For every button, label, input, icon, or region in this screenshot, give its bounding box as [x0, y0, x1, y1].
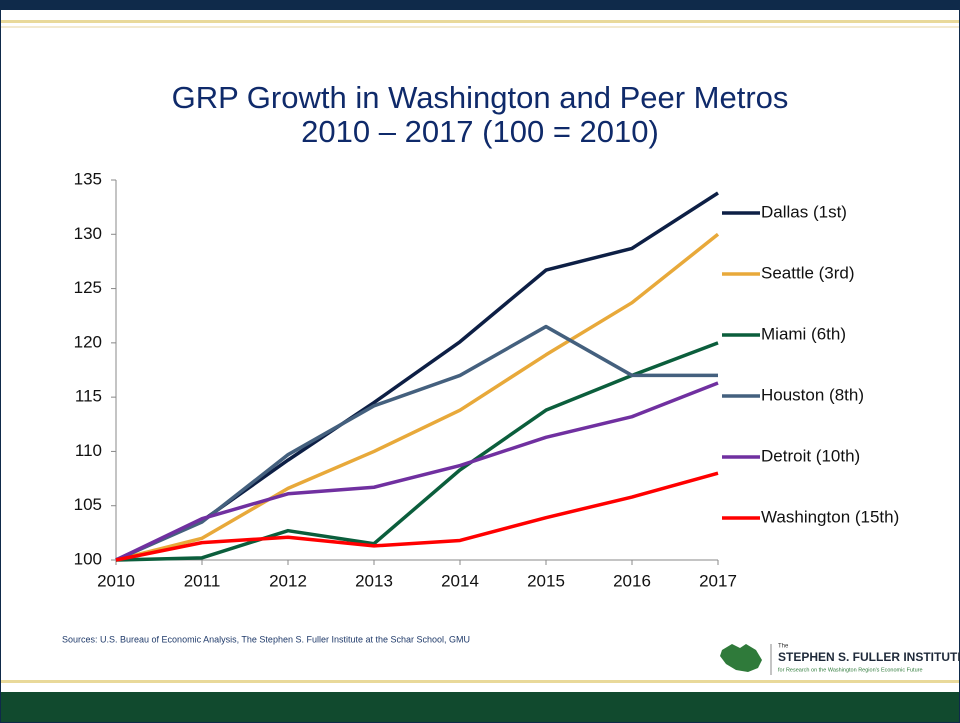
series-line [115, 471, 719, 562]
series-line [115, 341, 719, 562]
y-tick-label: 105 [74, 495, 102, 514]
logo-name: STEPHEN S. FULLER INSTITUTE [778, 650, 960, 664]
x-tick-label: 2016 [613, 571, 651, 590]
x-tick-label: 2015 [527, 571, 565, 590]
x-tick-label: 2014 [441, 571, 479, 590]
legend-label: Dallas (1st) [761, 202, 847, 221]
legend-label: Miami (6th) [761, 324, 846, 343]
y-tick-label: 110 [75, 441, 102, 460]
x-tick-label: 2013 [355, 571, 393, 590]
logo-tagline: for Research on the Washington Region's … [778, 667, 923, 673]
x-tick-label: 2010 [97, 571, 135, 590]
legend-label: Seattle (3rd) [761, 263, 855, 282]
x-tick-label: 2017 [699, 571, 737, 590]
y-tick-label: 125 [74, 278, 102, 297]
y-tick-label: 100 [74, 549, 102, 568]
x-tick-label: 2012 [269, 571, 307, 590]
y-tick-label: 120 [74, 332, 102, 351]
series-line [115, 232, 720, 562]
legend-label: Houston (8th) [761, 385, 864, 404]
top-stripe [0, 26, 960, 28]
top-stripe [0, 20, 960, 23]
bottom-stripe [0, 680, 960, 683]
series-line [115, 381, 719, 562]
chart-subtitle: 2010 – 2017 (100 = 2010) [301, 114, 659, 149]
logo-small: The [778, 644, 789, 650]
chart-title: GRP Growth in Washington and Peer Metros [172, 80, 789, 115]
bottom-bar [0, 692, 960, 723]
x-tick-label: 2011 [184, 571, 221, 590]
source-note: Sources: U.S. Bureau of Economic Analysi… [62, 634, 470, 644]
top-bar [0, 0, 960, 10]
y-tick-label: 115 [75, 387, 102, 406]
y-tick-label: 130 [74, 224, 102, 243]
logo-map [720, 644, 762, 672]
series-line [115, 324, 718, 562]
y-tick-label: 135 [74, 169, 102, 188]
legend-label: Detroit (10th) [761, 446, 860, 465]
legend-label: Washington (15th) [761, 507, 899, 526]
